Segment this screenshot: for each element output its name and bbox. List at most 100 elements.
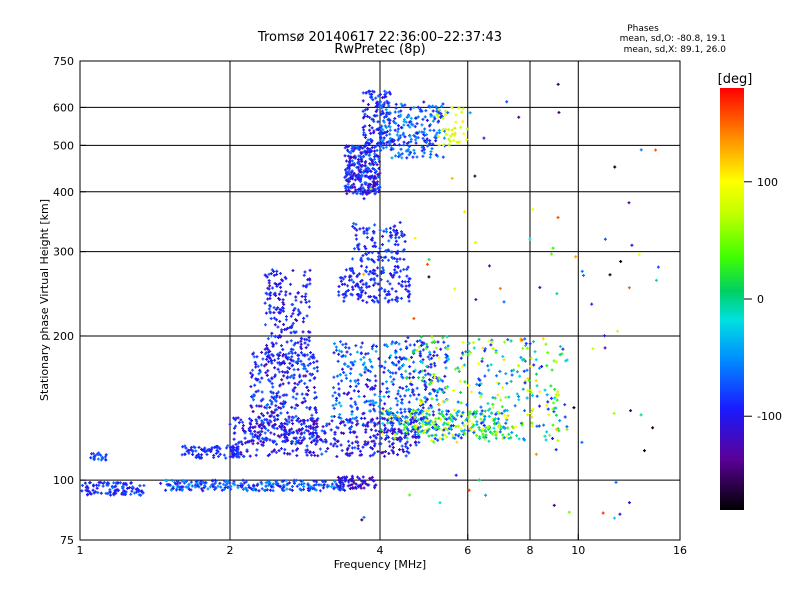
data-point [461, 340, 465, 344]
data-point [509, 379, 513, 383]
data-point [404, 120, 408, 124]
data-point [465, 403, 469, 407]
data-point [102, 480, 106, 484]
data-point [349, 268, 353, 272]
data-point [195, 479, 199, 483]
data-point [433, 135, 437, 139]
data-point [654, 278, 658, 282]
data-point [361, 475, 365, 479]
data-point [608, 273, 612, 277]
data-point [565, 427, 569, 431]
data-point [313, 406, 317, 410]
data-point [306, 448, 310, 452]
data-point [377, 288, 381, 292]
data-point [378, 186, 382, 190]
data-point [411, 408, 415, 412]
data-point [522, 369, 526, 373]
data-point [468, 410, 472, 414]
data-point [373, 241, 377, 245]
data-point [459, 401, 463, 405]
data-point [416, 408, 420, 412]
data-point [527, 378, 531, 382]
data-point [299, 339, 303, 343]
data-point [277, 282, 281, 286]
data-point [370, 238, 374, 242]
data-point [403, 239, 407, 243]
data-point [354, 380, 358, 384]
data-point [440, 410, 444, 414]
data-point [601, 511, 605, 515]
data-point [388, 414, 392, 418]
data-point [411, 155, 415, 159]
data-point [449, 424, 453, 428]
data-point [390, 361, 394, 365]
data-point [374, 190, 378, 194]
data-point [488, 407, 492, 411]
data-point [421, 154, 425, 158]
data-point [275, 269, 279, 273]
data-point [273, 323, 277, 327]
data-point [278, 485, 282, 489]
data-point [467, 488, 471, 492]
data-point [386, 418, 390, 422]
data-point [425, 398, 429, 402]
data-point [352, 271, 356, 275]
data-point [366, 148, 370, 152]
data-point [267, 287, 271, 291]
data-point [492, 426, 496, 430]
data-point [463, 210, 467, 214]
colorbar-tick-label: 100 [757, 176, 778, 189]
data-point [418, 350, 422, 354]
data-point [408, 365, 412, 369]
data-point [401, 376, 405, 380]
data-point [272, 415, 276, 419]
data-point [489, 363, 493, 367]
y-tick-label: 300 [53, 246, 74, 259]
data-point [333, 432, 337, 436]
data-point [315, 419, 319, 423]
data-point [367, 182, 371, 186]
data-point [350, 285, 354, 289]
data-point [226, 479, 230, 483]
data-point [309, 424, 313, 428]
data-point [263, 405, 267, 409]
y-tick-label: 750 [53, 55, 74, 68]
data-point [205, 449, 209, 453]
data-point [268, 379, 272, 383]
data-point [132, 491, 136, 495]
data-point [361, 253, 365, 257]
data-point [423, 373, 427, 377]
data-point [393, 436, 397, 440]
data-point [520, 338, 524, 342]
data-point [396, 243, 400, 247]
data-point [574, 255, 578, 259]
data-point [414, 135, 418, 139]
data-point [298, 487, 302, 491]
data-point [368, 169, 372, 173]
data-point [567, 510, 571, 514]
data-point [288, 361, 292, 365]
data-point [276, 325, 280, 329]
data-point [393, 116, 397, 120]
data-point [356, 382, 360, 386]
data-point [487, 414, 491, 418]
data-point [311, 427, 315, 431]
data-point [477, 362, 481, 366]
data-point [349, 379, 353, 383]
data-point [260, 376, 264, 380]
data-point [394, 239, 398, 243]
data-point [313, 376, 317, 380]
data-point [262, 364, 266, 368]
data-point [428, 422, 432, 426]
data-point [381, 422, 385, 426]
data-point [375, 422, 379, 426]
data-point [554, 392, 558, 396]
data-point [359, 486, 363, 490]
data-point [365, 140, 369, 144]
data-point [385, 344, 389, 348]
data-point [373, 442, 377, 446]
data-point [459, 414, 463, 418]
data-point [254, 362, 258, 366]
data-point [303, 341, 307, 345]
data-point [361, 226, 365, 230]
